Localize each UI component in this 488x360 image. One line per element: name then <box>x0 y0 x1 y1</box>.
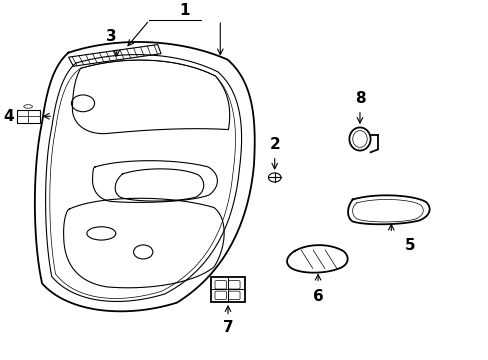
Text: 6: 6 <box>312 289 323 304</box>
Text: 2: 2 <box>269 137 280 152</box>
Text: 8: 8 <box>354 91 365 106</box>
Text: 5: 5 <box>405 238 415 253</box>
Text: 7: 7 <box>222 320 233 335</box>
Text: 1: 1 <box>179 3 189 18</box>
Text: 3: 3 <box>105 29 116 44</box>
Text: 4: 4 <box>3 109 14 124</box>
